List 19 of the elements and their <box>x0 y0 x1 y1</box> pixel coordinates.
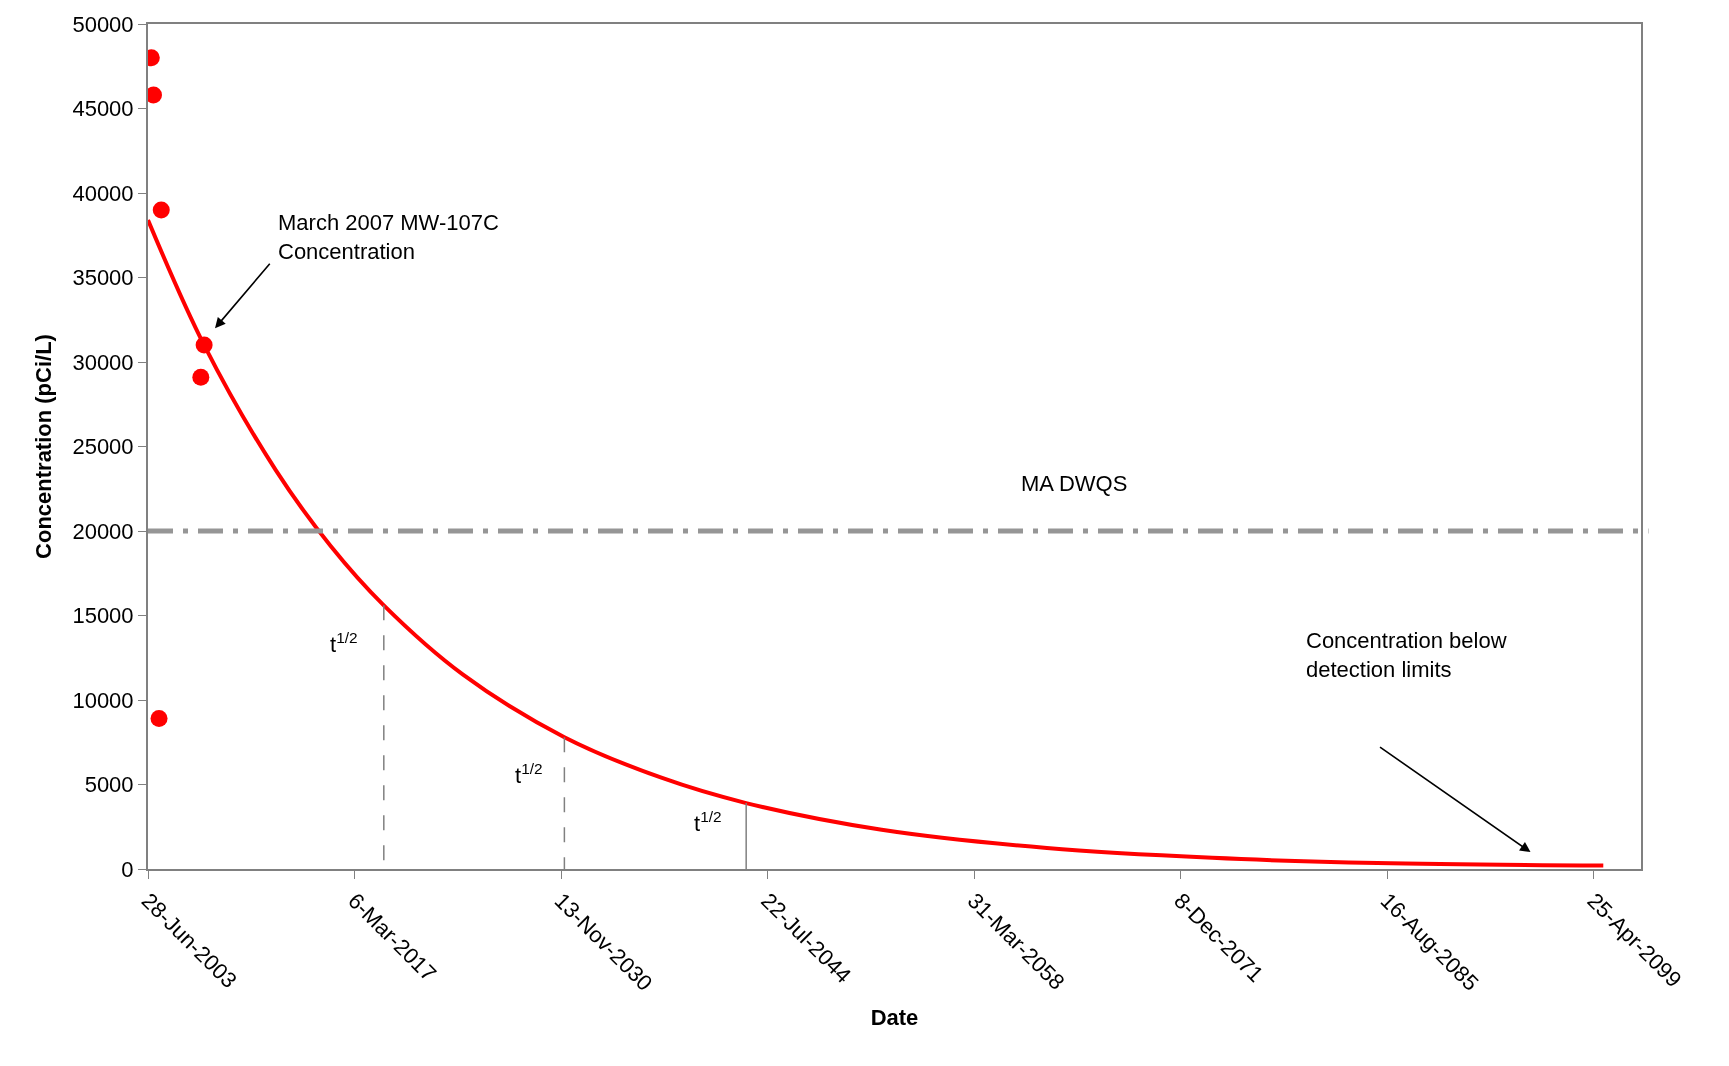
annotation: March 2007 MW-107C Concentration <box>278 210 500 264</box>
y-tick-label: 10000 <box>72 687 134 713</box>
annotation: t$^{1/2}$ <box>330 629 358 658</box>
y-tick-label: 20000 <box>72 518 134 544</box>
y-tick-label: 5000 <box>84 772 134 798</box>
y-tick-label: 30000 <box>72 349 134 375</box>
y-axis-title: Concentration (pCi/L) <box>30 334 56 559</box>
annotation: Concentration below detection limits <box>1306 628 1507 682</box>
x-axis-title: Date <box>870 1005 919 1031</box>
y-tick-label: 40000 <box>72 180 134 206</box>
ref-line-label: MA DWQS <box>1021 471 1128 496</box>
annotation: t$^{1/2}$ <box>515 760 543 789</box>
y-tick-label: 35000 <box>72 265 134 291</box>
annotation: t$^{1/2}$ <box>694 808 722 837</box>
y-tick-label: 50000 <box>72 11 134 37</box>
y-tick-label: 25000 <box>72 434 134 460</box>
y-tick-label: 15000 <box>72 603 134 629</box>
y-tick-label: 45000 <box>72 96 134 122</box>
y-tick-label: 0 <box>121 856 134 882</box>
